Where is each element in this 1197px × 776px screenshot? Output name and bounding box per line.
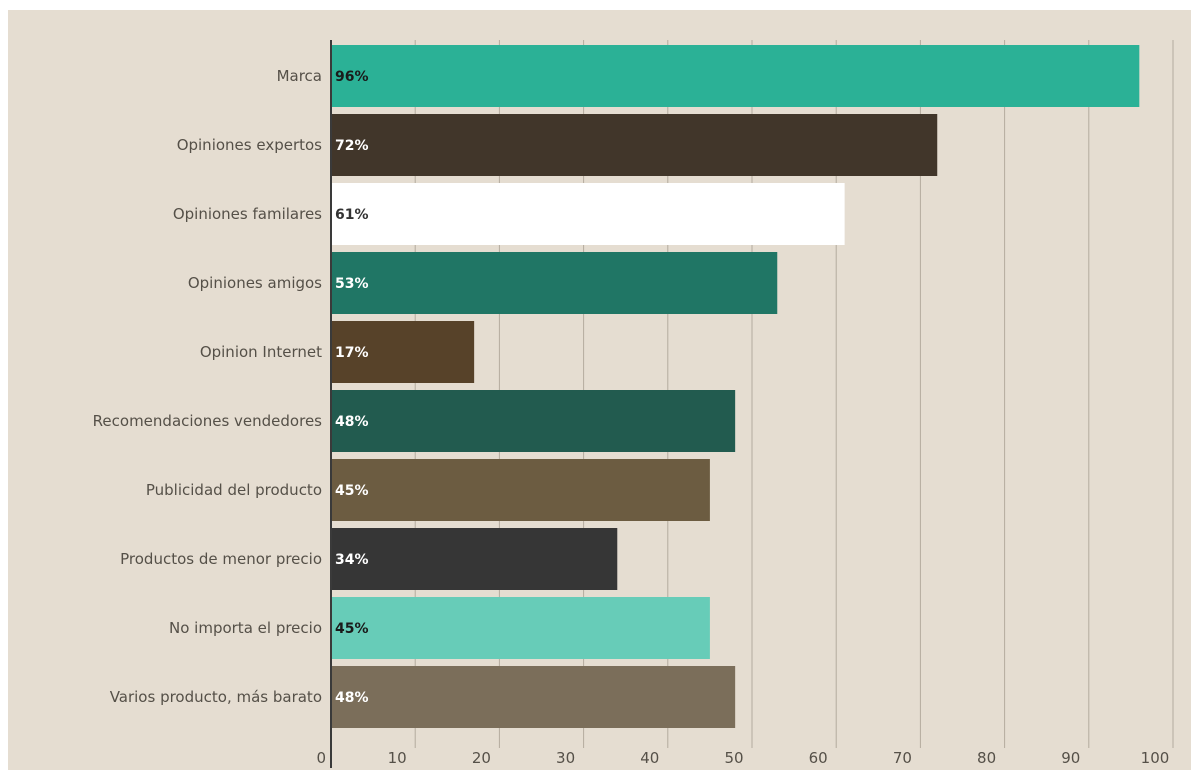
category-label: Recomendaciones vendedores — [93, 412, 322, 430]
chart-canvas: 96% Marca 72% Opiniones expertos 61% Opinione… — [93, 40, 1174, 768]
x-tick-label: 40 — [640, 749, 659, 767]
category-label: No importa el precio — [169, 619, 322, 637]
category-label: Opiniones familares — [173, 205, 322, 223]
data-label: 48% — [335, 690, 369, 706]
x-tick-label: 100 — [1141, 749, 1170, 767]
category-label: Publicidad del producto — [146, 481, 322, 499]
category-label: Opiniones amigos — [188, 274, 322, 292]
bar — [331, 45, 1140, 107]
data-label: 53% — [335, 276, 369, 292]
category-label: Productos de menor precio — [120, 550, 322, 568]
bar — [331, 597, 710, 659]
x-tick-label: 80 — [977, 749, 996, 767]
category-label: Opinion Internet — [200, 343, 322, 361]
x-tick-label: 10 — [388, 749, 407, 767]
category-label: Opiniones expertos — [177, 136, 322, 154]
bar — [331, 252, 778, 314]
data-label: 48% — [335, 414, 369, 430]
x-tick-label: 0 — [316, 749, 326, 767]
data-label: 45% — [335, 483, 369, 499]
data-label: 45% — [335, 621, 369, 637]
data-label: 61% — [335, 207, 369, 223]
x-tick-label: 60 — [809, 749, 828, 767]
bar — [331, 114, 938, 176]
bar — [331, 666, 736, 728]
bar — [331, 183, 845, 245]
data-label: 72% — [335, 138, 369, 154]
data-label: 96% — [335, 69, 369, 85]
bar-chart: 96% Marca 72% Opiniones expertos 61% Opinione… — [8, 10, 1191, 770]
category-label: Marca — [277, 67, 322, 85]
x-tick-label: 90 — [1061, 749, 1080, 767]
bar — [331, 528, 618, 590]
bar — [331, 390, 736, 452]
category-label: Varios producto, más barato — [110, 688, 322, 706]
bar — [331, 459, 710, 521]
data-label: 34% — [335, 552, 369, 568]
x-tick-label: 30 — [556, 749, 575, 767]
data-label: 17% — [335, 345, 369, 361]
bar — [331, 321, 475, 383]
x-tick-label: 50 — [724, 749, 743, 767]
x-tick-label: 20 — [472, 749, 491, 767]
x-tick-label: 70 — [893, 749, 912, 767]
